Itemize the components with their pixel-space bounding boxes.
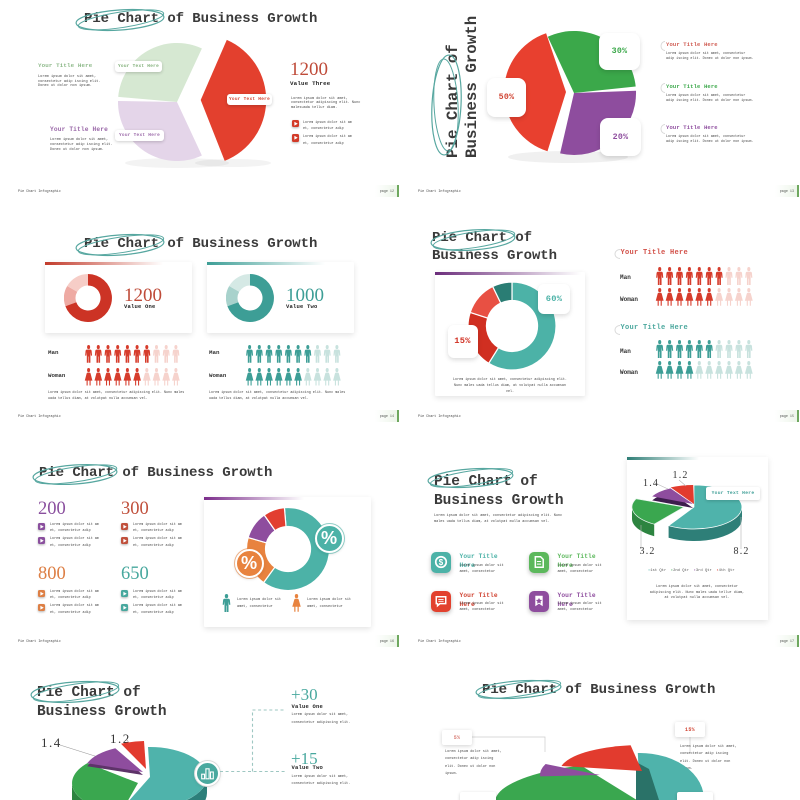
svg-text:$: $ <box>438 558 443 567</box>
